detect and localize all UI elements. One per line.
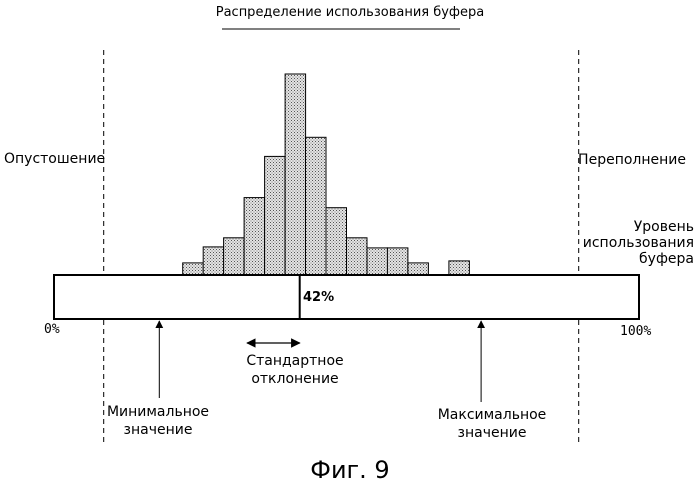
histogram-bar-6 (285, 74, 306, 275)
std-deviation-label-line-2: отклонение (215, 370, 375, 388)
figure-caption: Фиг. 9 (290, 455, 410, 485)
buffer-level-label-line-2: использования (566, 235, 694, 251)
histogram-bar-4 (244, 198, 265, 275)
minimum-label-line-2: значение (82, 421, 234, 439)
std-deviation-label: Стандартное отклонение (215, 352, 375, 388)
empty-label: Опустошение (4, 151, 105, 167)
overflow-label: Переполнение (560, 152, 686, 168)
histogram-bar-12 (408, 263, 429, 275)
minimum-label: Минимальное значение (82, 403, 234, 439)
histogram-bars (183, 74, 470, 275)
histogram-bar-8 (326, 208, 347, 275)
histogram-bar-7 (306, 137, 327, 275)
histogram-bar-10 (367, 248, 388, 275)
histogram-bar-3 (224, 238, 245, 275)
minimum-label-line-1: Минимальное (82, 403, 234, 421)
hundred-percent-label: 100% (620, 324, 651, 340)
histogram-bar-5 (265, 156, 286, 275)
buffer-level-label-line-1: Уровень (566, 219, 694, 235)
histogram-bar-2 (203, 247, 224, 275)
histogram-bar-9 (347, 238, 368, 275)
maximum-label-line-2: значение (418, 424, 566, 442)
histogram-bar-13 (449, 261, 470, 275)
buffer-level-label: Уровень использования буфера (566, 219, 694, 267)
buffer-bar (54, 275, 639, 319)
buffer-level-label-line-3: буфера (566, 251, 694, 267)
chart-title: Распределение использования буфера (150, 5, 550, 21)
current-percent-label: 42% (303, 290, 334, 306)
histogram-bar-11 (387, 248, 408, 275)
maximum-label: Максимальное значение (418, 406, 566, 442)
zero-percent-label: 0% (44, 322, 60, 338)
maximum-label-line-1: Максимальное (418, 406, 566, 424)
std-deviation-label-line-1: Стандартное (215, 352, 375, 370)
histogram-bar-1 (183, 263, 204, 275)
